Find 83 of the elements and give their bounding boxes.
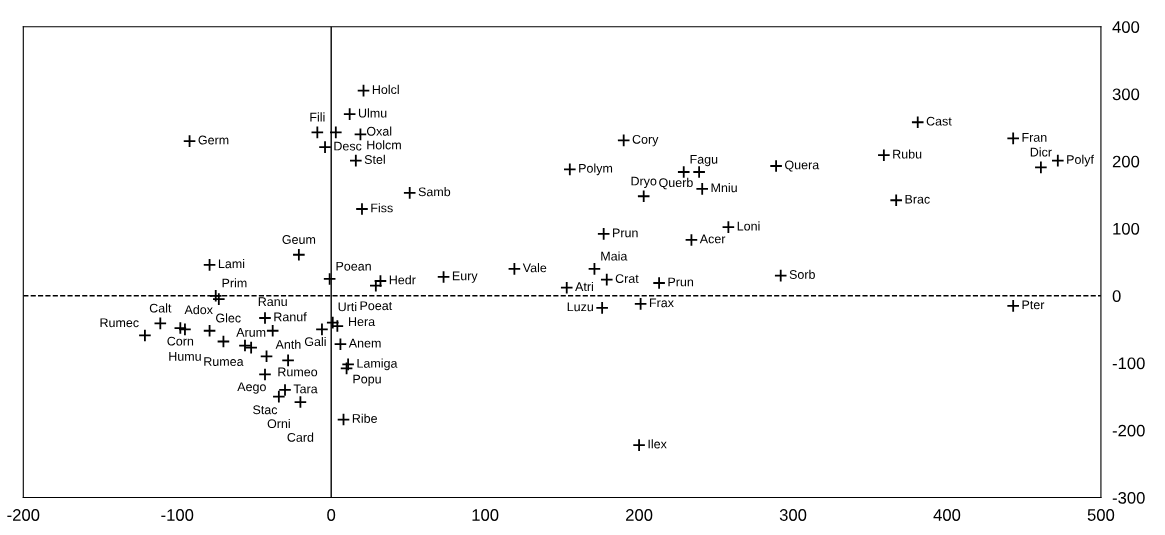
annotation: Samb	[418, 187, 451, 197]
annotation: Hera	[349, 317, 376, 327]
annotation: Cory	[632, 134, 659, 147]
annotation: Atri	[575, 281, 593, 292]
annotation: Ulmu	[358, 108, 387, 118]
annotation: Popu	[353, 374, 381, 386]
annotation: Prun	[613, 228, 638, 238]
annotation: Fagu	[690, 155, 718, 167]
annotation: Holcl	[372, 84, 399, 94]
annotation: Glec	[216, 313, 241, 323]
annotation: Corn	[167, 336, 194, 346]
y-tick-label: -100	[1112, 357, 1145, 370]
y-tick-label: -300	[1112, 491, 1145, 504]
annotation: Polyf	[1067, 154, 1094, 167]
annotation: Desc	[334, 141, 362, 151]
annotation: Mniu	[711, 183, 737, 193]
y-tick-label: -200	[1112, 424, 1145, 437]
annotation: Frax	[649, 298, 674, 308]
annotation: Prun	[668, 277, 694, 287]
x-tick-label: -100	[161, 509, 194, 521]
x-tick-label: 300	[779, 509, 807, 521]
annotation: Quera	[785, 160, 820, 172]
y-tick-label: 200	[1112, 155, 1140, 168]
annotation: Adox	[184, 304, 213, 315]
annotation: Querb	[659, 177, 693, 190]
annotation: Aego	[237, 382, 266, 394]
x-tick-label: 200	[626, 509, 653, 521]
y-tick-label: 100	[1113, 222, 1140, 235]
annotation: Gali	[304, 336, 326, 347]
annotation: Tara	[293, 384, 318, 394]
annotation: Acer	[699, 234, 726, 244]
annotation: Poeat	[360, 301, 393, 311]
annotation: Dicr	[1030, 147, 1052, 157]
annotation: Stel	[364, 154, 385, 164]
annotation: Fran	[1022, 133, 1047, 142]
annotation: Calt	[149, 303, 172, 313]
x-tick-label: 0	[327, 509, 336, 521]
annotation: Rumea	[204, 357, 244, 366]
y-tick-label: 300	[1112, 88, 1140, 101]
annotation: Vale	[522, 263, 547, 273]
annotation: Luzu	[567, 302, 593, 312]
annotation: Lami	[218, 259, 245, 269]
annotation: Poean	[336, 261, 371, 271]
annotation: Anth	[275, 339, 301, 349]
annotation: Orni	[267, 418, 290, 429]
annotation: Oxal	[366, 126, 392, 136]
annotation: Holcm	[367, 140, 401, 150]
annotation: Maia	[601, 251, 628, 261]
annotation: Prim	[222, 278, 247, 288]
annotation: Eury	[452, 271, 478, 283]
annotation: Humu	[169, 352, 201, 361]
y-tick-label: 0	[1112, 290, 1121, 302]
annotation: Polym	[579, 163, 613, 176]
x-tick-label: 500	[1087, 509, 1115, 521]
annotation: Arum	[236, 328, 266, 337]
x-tick-label: 400	[933, 509, 961, 521]
y-tick-label: 400	[1112, 21, 1140, 33]
annotation: Ribe	[352, 413, 377, 423]
annotation: Loni	[737, 221, 760, 231]
annotation: Dryo	[631, 176, 657, 188]
annotation: Rumec	[100, 318, 139, 328]
annotation: Brac	[905, 194, 930, 204]
x-tick-label: -200	[7, 509, 40, 521]
annotation: Ranuf	[274, 312, 307, 322]
annotation: Ranu	[258, 297, 287, 307]
annotation: Card	[287, 432, 314, 442]
annotation: Urti	[338, 302, 357, 312]
annotation: Stac	[253, 405, 278, 415]
annotation: Fiss	[371, 203, 393, 213]
annotation: Hedr	[389, 275, 416, 285]
annotation: Ilex	[648, 439, 667, 449]
annotation: Crat	[615, 274, 639, 283]
annotation: Sorb	[789, 269, 815, 279]
annotation: Anem	[348, 338, 381, 348]
x-tick-label: 100	[472, 509, 499, 521]
annotation: Rubu	[893, 149, 922, 159]
annotation: Pter	[1022, 300, 1045, 310]
annotation: Lamiga	[357, 358, 398, 371]
annotation: Geum	[282, 235, 316, 244]
annotation: Rumeo	[278, 367, 318, 377]
annotation: Fili	[310, 112, 325, 122]
annotation: Germ	[198, 135, 229, 145]
annotation: Cast	[926, 116, 952, 126]
